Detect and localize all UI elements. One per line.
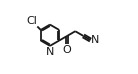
Text: N: N (46, 47, 54, 57)
Text: O: O (63, 44, 72, 55)
Text: Cl: Cl (26, 16, 37, 26)
Text: N: N (91, 35, 100, 45)
